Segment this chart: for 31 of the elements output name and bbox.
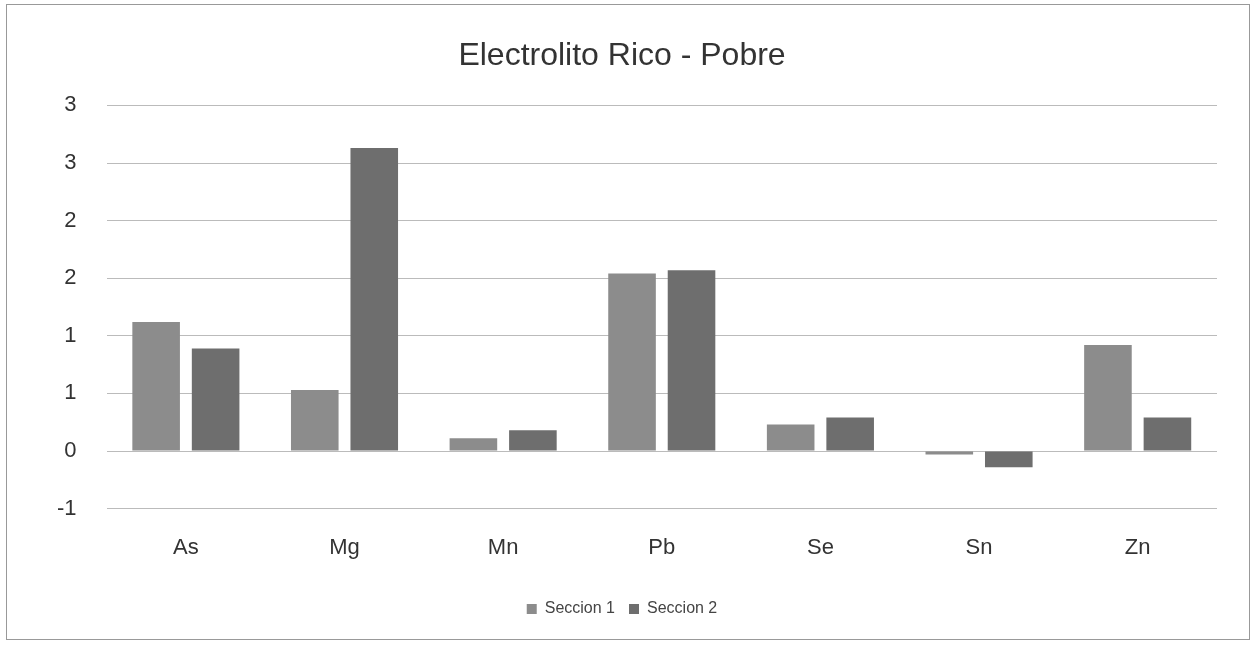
legend-label: Seccion 2 [647,599,718,617]
x-tick-label: Pb [648,533,676,559]
y-tick-label: 1 [64,379,77,405]
bar [350,148,399,451]
bar [509,430,557,451]
bar [132,321,180,451]
x-tick-label: Mn [487,533,519,559]
bar [826,417,874,451]
x-tick-label: As [173,533,199,559]
bar [449,438,498,451]
x-tick-label: Zn [1124,533,1151,559]
bar [1143,417,1192,451]
bar [985,451,1033,468]
y-tick-label: 2 [64,206,77,232]
y-tick-label: 3 [64,149,77,175]
y-tick-label: 2 [64,264,77,290]
bar [608,273,656,451]
x-tick-label: Sn [965,533,993,559]
x-tick-label: Se [806,533,834,559]
bar [191,348,240,451]
legend-label: Seccion 1 [544,599,616,617]
y-tick-label: 0 [64,437,77,463]
bar [290,389,339,451]
bar [1084,345,1132,451]
y-tick-label: 3 [64,91,77,117]
bar [667,270,716,451]
x-tick-label: Mg [329,533,360,559]
y-tick-label: 1 [64,321,77,347]
bar [766,424,815,451]
y-tick-label: -1 [57,494,77,520]
chart-title: Electrolito Rico - Pobre [458,36,786,73]
